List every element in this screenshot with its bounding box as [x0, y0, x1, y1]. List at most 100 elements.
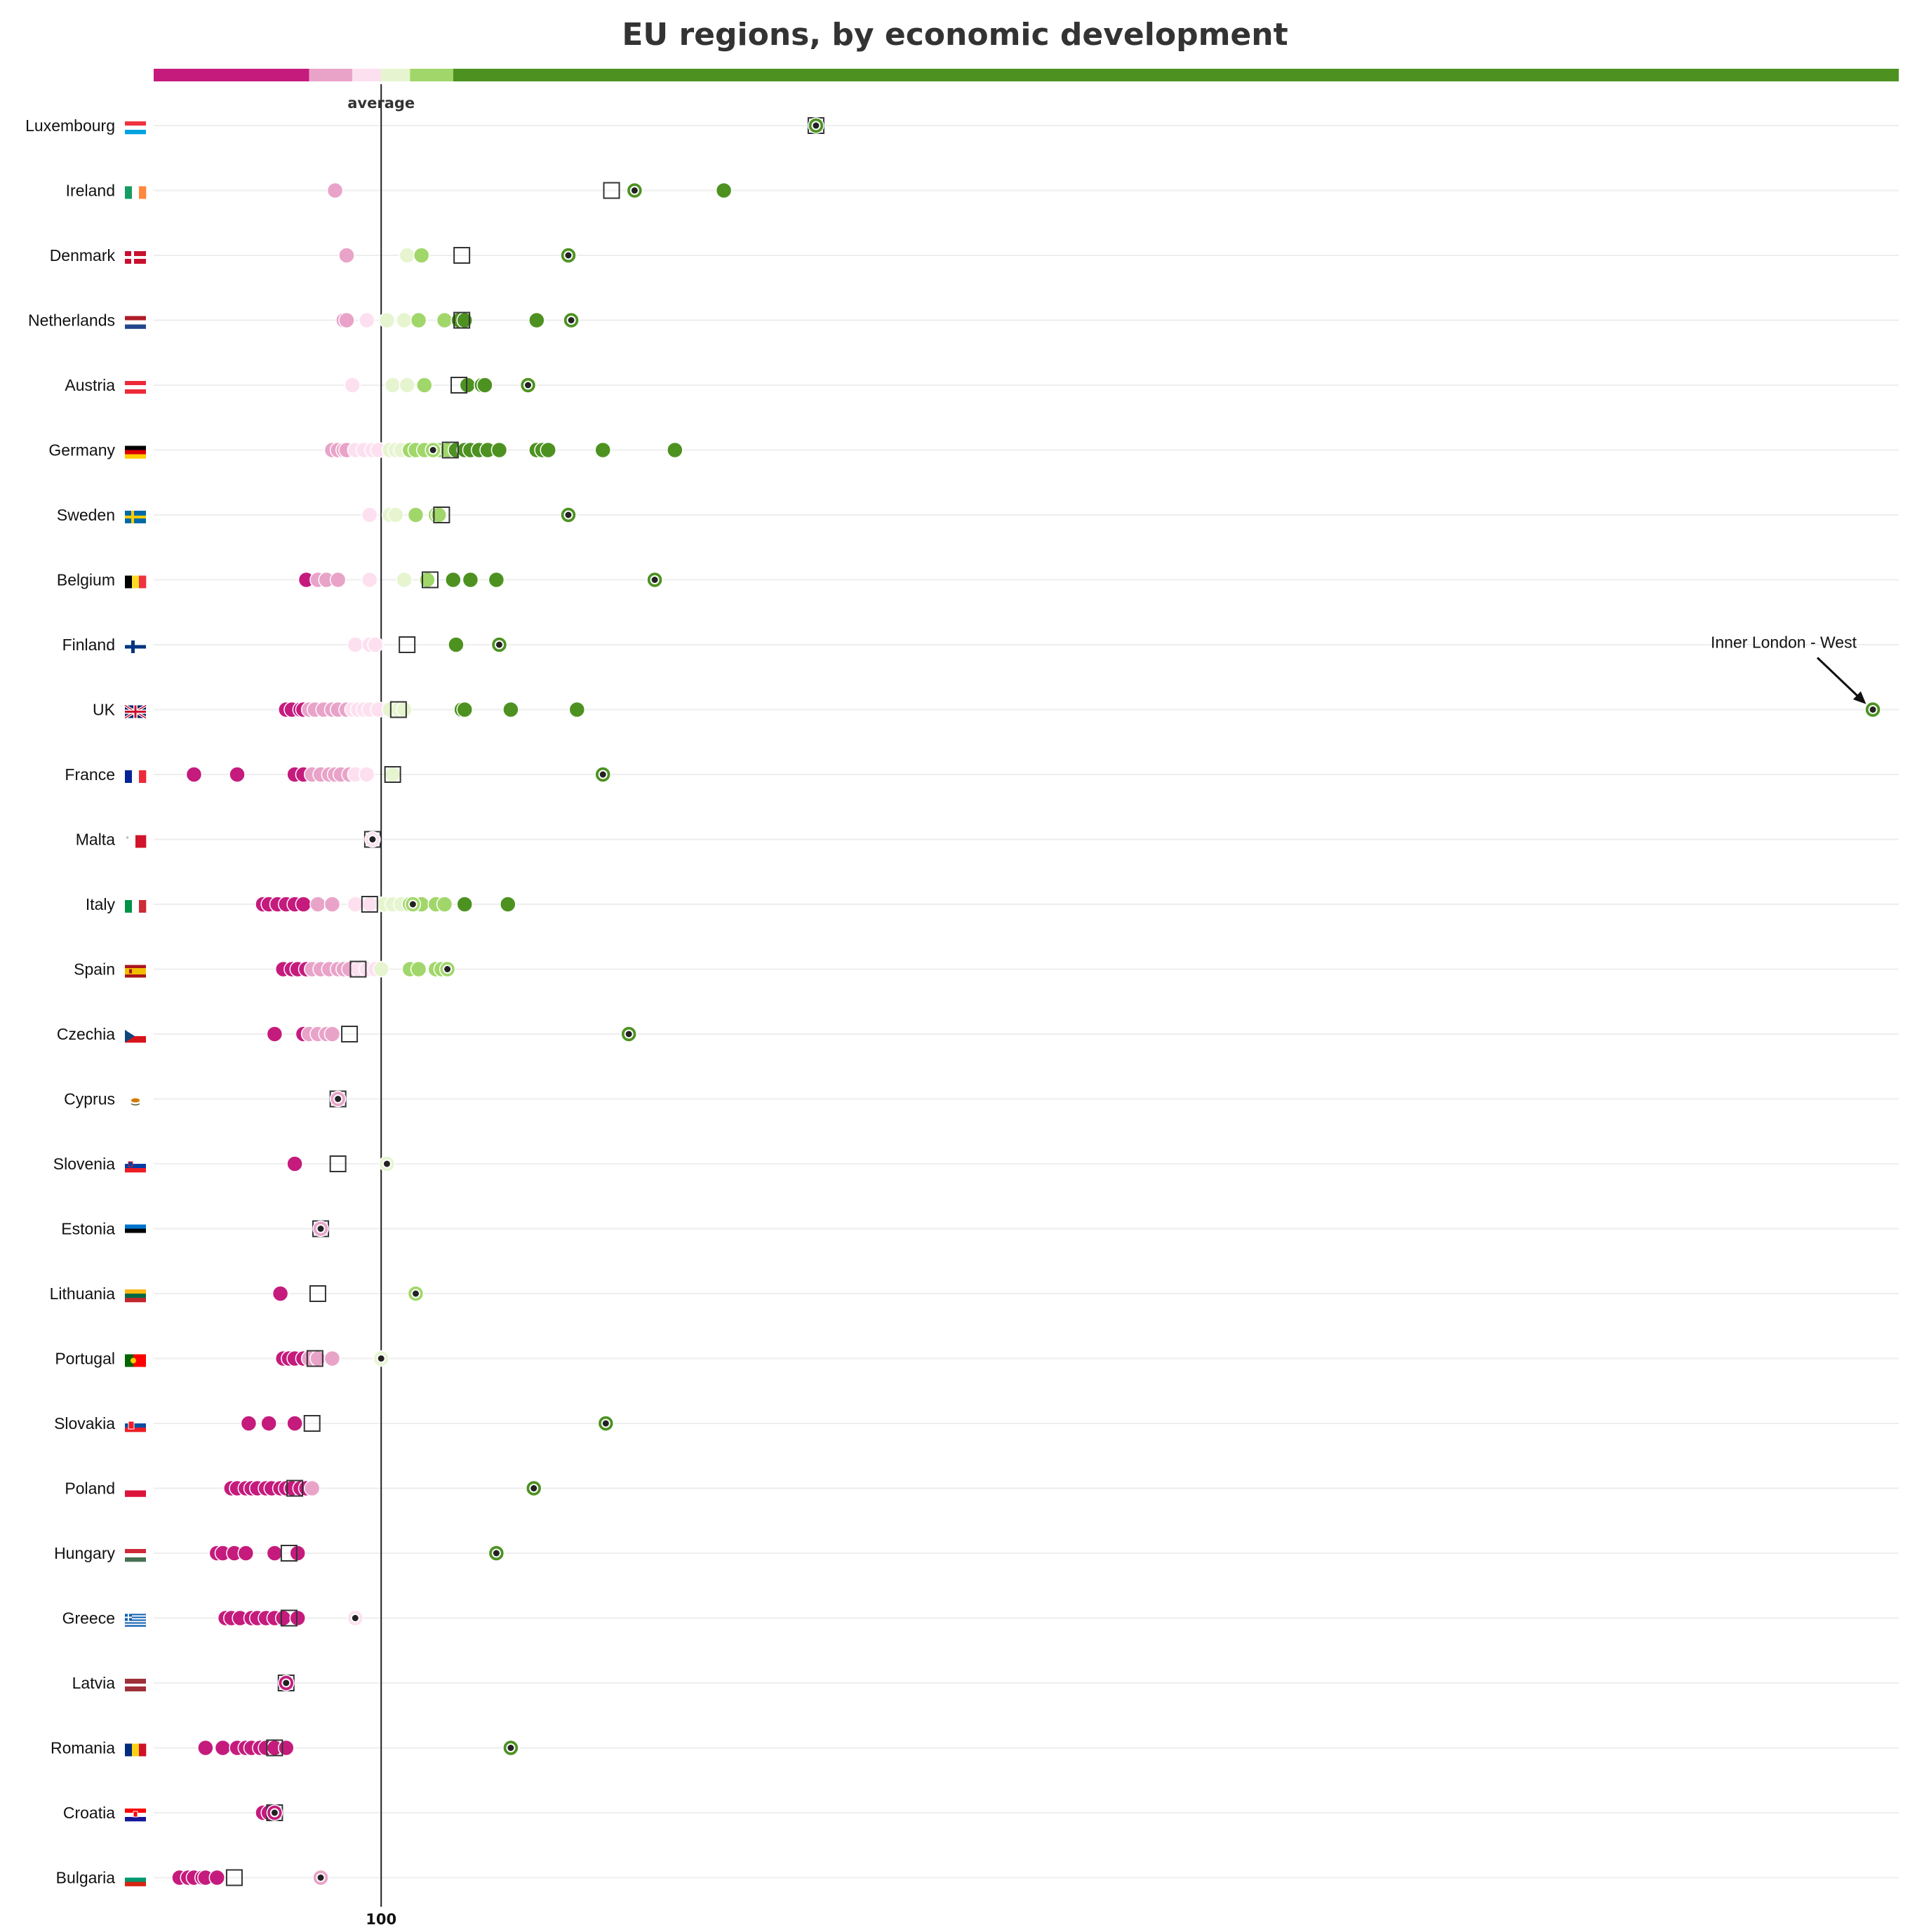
region-point	[347, 636, 364, 653]
cyprus-flag-icon	[125, 1094, 146, 1108]
netherlands-flag-icon	[125, 316, 146, 329]
bulgaria-flag-icon	[125, 1873, 146, 1886]
region-point	[274, 1609, 292, 1627]
region-point	[715, 182, 733, 199]
region-point	[344, 377, 361, 394]
region-point	[185, 766, 203, 783]
country-average-marker	[450, 377, 468, 394]
country-row: Portugal	[55, 1350, 389, 1368]
region-point	[323, 1026, 341, 1042]
capital-dot	[631, 187, 638, 194]
region-point	[490, 441, 508, 459]
country-row: Poland	[65, 1480, 542, 1498]
region-point	[323, 1350, 341, 1367]
capital-dot	[625, 1031, 632, 1038]
capital-dot	[651, 577, 658, 583]
country-average-marker	[453, 311, 471, 329]
country-average-marker	[306, 1350, 323, 1367]
capital-dot	[271, 1809, 278, 1816]
country-label: Luxembourg	[25, 116, 115, 135]
country-label: Netherlands	[28, 311, 115, 330]
region-point	[361, 507, 378, 523]
country-row: Croatia	[63, 1804, 283, 1822]
capital-dot	[317, 1874, 324, 1881]
region-point	[286, 1415, 303, 1432]
region-point	[416, 377, 433, 394]
portugal-flag-icon	[125, 1354, 146, 1367]
croatia-flag-icon	[125, 1809, 146, 1822]
region-point	[347, 896, 364, 913]
country-row: Czechia	[57, 1025, 637, 1043]
region-point	[476, 377, 493, 394]
country-average-marker	[603, 182, 620, 199]
country-label: Sweden	[57, 506, 115, 524]
average-label: average	[347, 95, 415, 112]
region-point	[272, 1285, 289, 1302]
slovenia-flag-icon	[125, 1160, 146, 1173]
region-point	[387, 507, 404, 523]
capital-dot	[530, 1485, 537, 1491]
country-label: Finland	[62, 636, 115, 654]
country-row: Sweden	[57, 506, 577, 524]
country-rows: Luxembourg Ireland Denmark Netherlands Austr…	[25, 116, 1881, 1887]
country-label: Denmark	[50, 246, 116, 264]
country-label: Cyprus	[64, 1090, 115, 1108]
region-point	[568, 701, 586, 718]
country-label: Greece	[62, 1609, 115, 1628]
country-average-marker	[329, 1155, 347, 1172]
country-average-marker	[441, 441, 459, 459]
denmark-flag-icon	[125, 251, 146, 264]
estonia-flag-icon	[125, 1224, 146, 1237]
region-point	[266, 1026, 283, 1042]
capital-dot	[1869, 706, 1876, 713]
capital-dot	[378, 1355, 385, 1362]
spain-flag-icon	[125, 965, 146, 978]
region-point	[329, 571, 347, 589]
country-row: Belgium	[57, 571, 663, 589]
country-label: Italy	[86, 895, 116, 913]
country-label: Slovakia	[54, 1414, 115, 1433]
capital-dot	[507, 1745, 514, 1751]
country-row: Denmark	[50, 246, 577, 264]
italy-flag-icon	[125, 900, 147, 913]
capital-dot	[813, 122, 820, 129]
legend-bar	[154, 69, 1899, 81]
annotation-arrow	[1816, 657, 1864, 702]
finland-flag-icon	[125, 640, 146, 653]
country-row: Spain	[74, 960, 456, 979]
capital-dot	[369, 836, 376, 843]
x-axis-ticks: 100	[366, 1911, 396, 1928]
romania-flag-icon	[125, 1743, 147, 1757]
region-point	[410, 311, 427, 329]
capital-dot	[602, 1420, 609, 1427]
region-point	[384, 766, 401, 783]
country-average-marker	[453, 247, 471, 264]
annotation-label: Inner London - West	[1711, 633, 1857, 652]
country-label: Portugal	[55, 1350, 115, 1368]
region-point	[338, 247, 355, 264]
ireland-flag-icon	[125, 186, 147, 199]
region-point	[594, 441, 611, 459]
region-point	[286, 1155, 303, 1172]
country-average-marker	[286, 1480, 304, 1497]
czechia-flag-icon	[125, 1030, 146, 1043]
region-point	[667, 441, 683, 459]
belgium-flag-icon	[125, 575, 147, 589]
country-row: Latvia	[72, 1674, 295, 1692]
region-point	[378, 311, 396, 329]
country-row: Bulgaria	[56, 1869, 329, 1887]
country-average-marker	[341, 1026, 359, 1042]
country-average-marker	[303, 1415, 321, 1432]
region-point	[289, 1609, 306, 1627]
capital-dot	[352, 1615, 359, 1621]
country-average-marker	[361, 896, 378, 913]
legend-band-2	[352, 69, 382, 81]
country-label: Slovenia	[53, 1155, 115, 1173]
country-label: Czechia	[57, 1025, 115, 1043]
austria-flag-icon	[125, 381, 146, 394]
germany-flag-icon	[125, 445, 146, 459]
country-label: Spain	[74, 960, 115, 979]
capital-dot	[335, 1096, 342, 1102]
region-point	[237, 1545, 255, 1562]
gridlines	[154, 125, 1899, 1879]
